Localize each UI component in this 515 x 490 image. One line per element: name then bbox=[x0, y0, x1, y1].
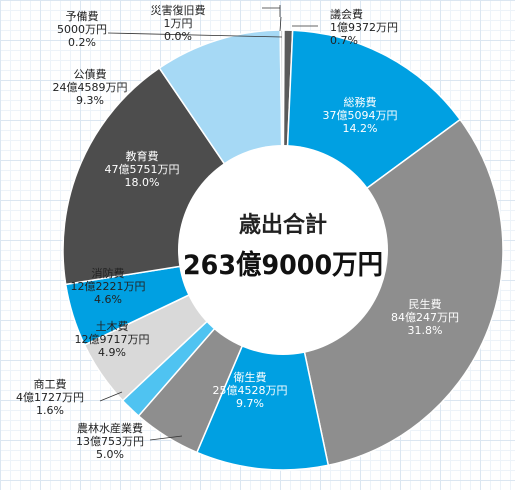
center-hole bbox=[178, 145, 388, 355]
slice-label-0: 議会費 1億9372万円 0.7% bbox=[330, 7, 398, 47]
slice-label-9: 公債費 24億4589万円 9.3% bbox=[53, 67, 128, 107]
center-total: 263億9000万円 bbox=[183, 250, 383, 281]
slice-label-4: 農林水産業費 13億753万円 5.0% bbox=[76, 421, 144, 461]
slice-label-group: 議会費 1億9372万円 0.7% 総務費 37億5094万円 14.2% 民生費 84億24… bbox=[16, 3, 459, 461]
slice-label-8: 教育費 47億5751万円 18.0% bbox=[105, 149, 180, 189]
slice-label-7: 消防費 12億2221万円 4.6% bbox=[71, 266, 146, 306]
slice-label-11: 災害復旧費 1万円 0.0% bbox=[151, 3, 206, 43]
slice-label-1: 総務費 37億5094万円 14.2% bbox=[323, 95, 398, 135]
slice-3 bbox=[195, 247, 330, 471]
leader-line-11 bbox=[279, 16, 282, 32]
slice-label-10: 予備費 5000万円 0.2% bbox=[57, 9, 107, 49]
leader-line-extra-3 bbox=[149, 435, 183, 441]
slice-label-2: 民生費 84億247万円 31.8% bbox=[391, 297, 459, 337]
slice-label-3: 衛生費 25億4528万円 9.7% bbox=[213, 370, 288, 410]
slice-label-6: 土木費 12億9717万円 4.9% bbox=[75, 319, 150, 359]
leader-line-10 bbox=[107, 32, 283, 38]
leader-line-extra-2 bbox=[99, 391, 123, 402]
leader-line-group bbox=[99, 5, 318, 441]
slice-2 bbox=[282, 118, 504, 467]
center-title: 歳出合計 bbox=[239, 212, 327, 238]
slice-label-5: 商工費 4億1727万円 1.6% bbox=[16, 377, 84, 417]
